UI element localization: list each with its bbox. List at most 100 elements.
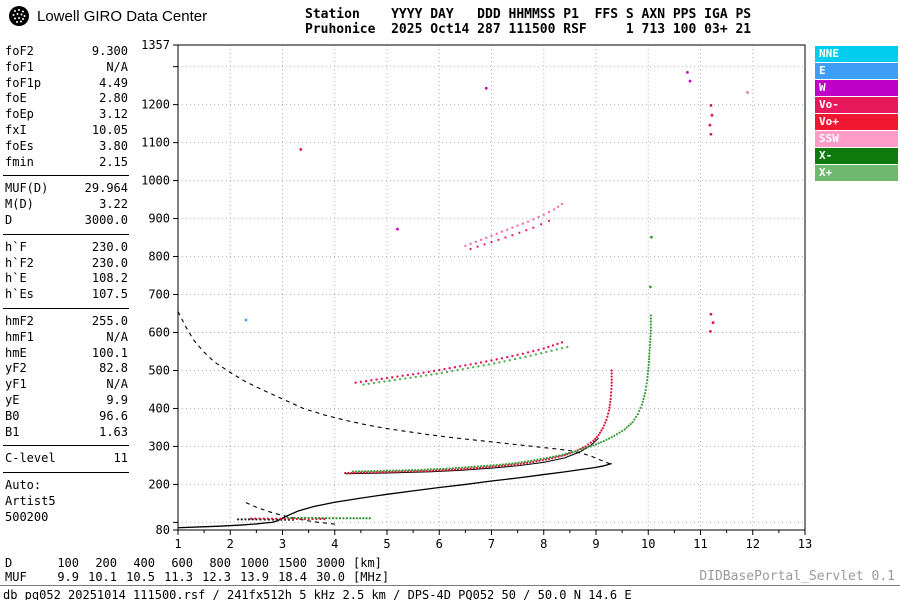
separator-line xyxy=(3,307,129,309)
axis-ticks: 1357120011001000900800700600500400300200… xyxy=(141,38,812,551)
series-second-hop-o xyxy=(354,341,564,384)
param-label: foEs xyxy=(5,138,34,153)
param-label: foF2 xyxy=(5,44,34,58)
param-value: 4.49 xyxy=(99,75,128,90)
param-label: fxI xyxy=(5,122,27,137)
cell-value: 10.5 xyxy=(126,570,155,584)
y-tick-label: 400 xyxy=(148,401,170,415)
x-tick-label: 1 xyxy=(174,537,181,551)
brand: Lowell GIRO Data Center xyxy=(8,5,207,27)
param-row-hmf1: hmF1 N/A xyxy=(3,330,129,346)
series-multi-hop-arc xyxy=(464,202,564,248)
cell-value: 600 xyxy=(171,556,193,570)
param-label: yF1 xyxy=(5,377,27,392)
x-tick-label: 13 xyxy=(798,537,812,551)
table-row-muf: MUF 9.9 10.1 10.5 11.3 12.3 13.9 18.4 30.0 [MHz] xyxy=(5,570,389,584)
param-label: M(D) xyxy=(5,197,34,212)
param-label: h`F xyxy=(5,239,27,254)
x-tick-label: 10 xyxy=(641,537,655,551)
cell-value: 3000 xyxy=(316,556,345,570)
param-value: 255.0 xyxy=(91,313,128,328)
param-value: 3.22 xyxy=(99,197,128,212)
station-header: Station YYYY DAY DDD HHMMSS P1 FFS S AXN… xyxy=(305,7,751,37)
param-value: 3000.0 xyxy=(84,212,128,227)
param-value: 96.6 xyxy=(99,408,128,423)
y-tick-label: 900 xyxy=(148,212,170,226)
row-label: D xyxy=(5,556,13,570)
y-tick-label: 600 xyxy=(148,326,170,340)
separator-line xyxy=(3,472,129,474)
param-row-foe: foE 2.80 xyxy=(3,91,129,107)
giro-globe-icon xyxy=(9,6,29,26)
param-value: 1.63 xyxy=(99,424,128,439)
param-value: 2.15 xyxy=(99,154,128,169)
param-row-md: M(D) 3.22 xyxy=(3,197,129,213)
param-label: foE xyxy=(5,91,27,106)
series-true-height-profile xyxy=(177,462,612,529)
param-row-d: D 3000.0 xyxy=(3,213,129,229)
param-row-yf1: yF1 N/A xyxy=(3,377,129,393)
param-row-b1: B1 1.63 xyxy=(3,425,129,441)
param-row-hme: hmE 100.1 xyxy=(3,346,129,362)
legend-item-vo: Vo+ xyxy=(815,114,898,130)
row-label: MUF xyxy=(5,570,27,584)
param-value: 230.0 xyxy=(91,255,128,270)
series-noise-scatter xyxy=(244,70,749,333)
x-tick-label: 5 xyxy=(383,537,390,551)
param-label: h`Es xyxy=(5,287,34,302)
param-value: 82.8 xyxy=(99,361,128,376)
table-row-d: D 100 200 400 600 800 1000 1500 3000 [km] xyxy=(5,556,389,570)
plot-grid xyxy=(178,45,805,530)
x-tick-label: 9 xyxy=(592,537,599,551)
param-value: 2.80 xyxy=(99,91,128,106)
param-label: yF2 xyxy=(5,361,27,376)
x-tick-label: 11 xyxy=(693,537,707,551)
param-label: yE xyxy=(5,392,20,407)
cell-value: 18.4 xyxy=(278,570,307,584)
cell-value: 30.0 xyxy=(316,570,345,584)
legend-item-x: X+ xyxy=(815,165,898,181)
cell-value: 100 xyxy=(57,556,79,570)
y-tick-label: 1200 xyxy=(141,98,170,112)
echo-direction-legend: NNE E W Vo- Vo+ SSW X- X+ xyxy=(815,46,898,182)
param-value: N/A xyxy=(106,59,128,74)
param-label: foF1p xyxy=(5,75,42,90)
y-tick-label: 200 xyxy=(148,477,170,491)
param-value: 107.5 xyxy=(91,287,128,302)
x-tick-label: 12 xyxy=(746,537,760,551)
y-tick-label: 700 xyxy=(148,288,170,302)
param-label: fmin xyxy=(5,154,34,169)
y-tick-label: 80 xyxy=(156,523,170,537)
series-x-mode-f-trace xyxy=(351,314,652,473)
param-label: MUF(D) xyxy=(5,181,49,196)
separator-line xyxy=(3,233,129,235)
param-row-mufd: MUF(D) 29.964 xyxy=(3,181,129,197)
legend-item-ssw: SSW xyxy=(815,131,898,147)
legend-item-vo: Vo- xyxy=(815,97,898,113)
param-row-yf2: yF2 82.8 xyxy=(3,361,129,377)
station-header-values: Pruhonice 2025 Oct14 287 111500 RSF 1 71… xyxy=(305,22,752,37)
param-row-clevel: C-level 11 xyxy=(3,451,129,467)
param-label: h`F2 xyxy=(5,255,34,270)
series-multi-hop-arc-2 xyxy=(469,219,551,251)
param-row-hmf2: hmF2 255.0 xyxy=(3,314,129,330)
cell-value: 400 xyxy=(133,556,155,570)
legend-item-e: E xyxy=(815,63,898,79)
cell-value: 800 xyxy=(209,556,231,570)
status-bar: db pq052 20251014 111500.rsf / 241fx512h… xyxy=(3,588,632,600)
param-label: B1 xyxy=(5,424,20,439)
x-tick-label: 8 xyxy=(540,537,547,551)
x-tick-label: 3 xyxy=(279,537,286,551)
series-o-mode-f-trace xyxy=(344,369,613,475)
param-row-hf2: h`F2 230.0 xyxy=(3,256,129,272)
y-tick-label: 1357 xyxy=(141,38,170,52)
param-row-fxi: fxI 10.05 xyxy=(3,123,129,139)
param-row-hf: h`F 230.0 xyxy=(3,240,129,256)
param-value: 11 xyxy=(113,451,128,466)
servlet-watermark: DIDBasePortal_Servlet 0.1 xyxy=(699,569,895,584)
param-label: B0 xyxy=(5,408,20,423)
param-row-fof2: foF2 9.300 xyxy=(3,44,129,60)
x-tick-label: 7 xyxy=(488,537,495,551)
